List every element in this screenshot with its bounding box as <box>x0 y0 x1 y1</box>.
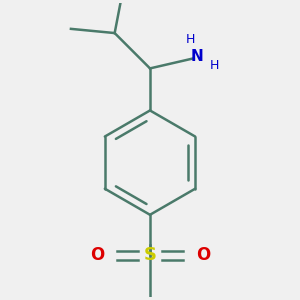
Text: H: H <box>210 58 220 71</box>
Text: N: N <box>191 49 203 64</box>
Text: O: O <box>90 246 104 264</box>
Text: S: S <box>143 246 157 264</box>
Text: H: H <box>186 33 195 46</box>
Text: O: O <box>196 246 210 264</box>
